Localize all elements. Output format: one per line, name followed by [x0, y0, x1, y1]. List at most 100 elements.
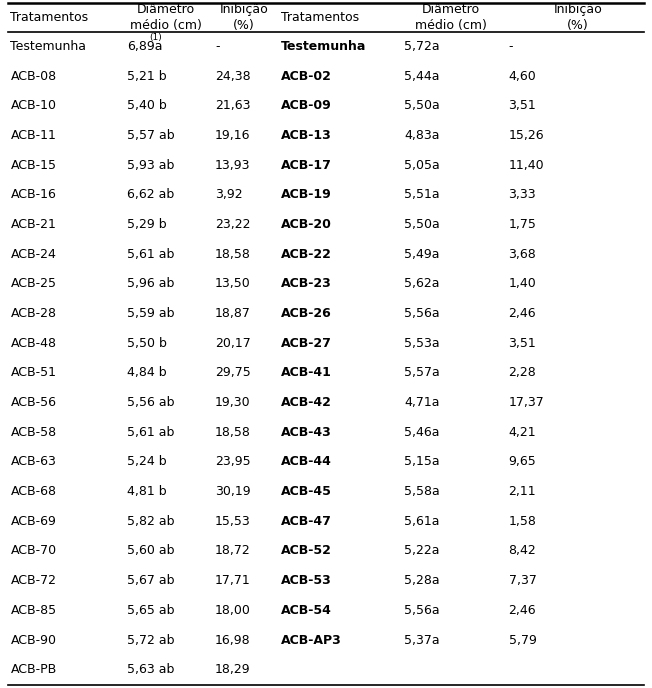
Text: 5,57 ab: 5,57 ab — [127, 129, 175, 142]
Text: ACB-15: ACB-15 — [10, 159, 57, 171]
Text: ACB-09: ACB-09 — [281, 99, 332, 112]
Text: Inibição
(%): Inibição (%) — [220, 3, 269, 32]
Text: 5,79: 5,79 — [509, 634, 537, 647]
Text: 5,59 ab: 5,59 ab — [127, 307, 175, 320]
Text: 20,17: 20,17 — [215, 336, 251, 350]
Text: ACB-43: ACB-43 — [281, 426, 332, 439]
Text: 6,89a: 6,89a — [127, 40, 162, 53]
Text: ACB-72: ACB-72 — [10, 574, 57, 587]
Text: 4,83a: 4,83a — [404, 129, 439, 142]
Text: 5,60 ab: 5,60 ab — [127, 544, 175, 557]
Text: ACB-27: ACB-27 — [281, 336, 332, 350]
Text: 5,63 ab: 5,63 ab — [127, 663, 175, 676]
Text: ACB-51: ACB-51 — [10, 367, 57, 379]
Text: 5,50a: 5,50a — [404, 99, 440, 112]
Text: 5,72a: 5,72a — [404, 40, 440, 53]
Text: 18,58: 18,58 — [215, 248, 251, 261]
Text: 5,53a: 5,53a — [404, 336, 440, 350]
Text: 5,44a: 5,44a — [404, 69, 439, 83]
Text: 3,68: 3,68 — [509, 248, 537, 261]
Text: 5,93 ab: 5,93 ab — [127, 159, 175, 171]
Text: ACB-53: ACB-53 — [281, 574, 332, 587]
Text: Testemunha: Testemunha — [281, 40, 366, 53]
Text: 5,96 ab: 5,96 ab — [127, 277, 175, 290]
Text: 5,82 ab: 5,82 ab — [127, 515, 175, 528]
Text: 17,71: 17,71 — [215, 574, 251, 587]
Text: 1,40: 1,40 — [509, 277, 537, 290]
Text: 5,40 b: 5,40 b — [127, 99, 167, 112]
Text: ACB-22: ACB-22 — [281, 248, 332, 261]
Text: ACB-20: ACB-20 — [281, 218, 332, 231]
Text: ACB-25: ACB-25 — [10, 277, 57, 290]
Text: 5,67 ab: 5,67 ab — [127, 574, 175, 587]
Text: ACB-AP3: ACB-AP3 — [281, 634, 342, 647]
Text: 5,46a: 5,46a — [404, 426, 439, 439]
Text: Tratamentos: Tratamentos — [10, 11, 89, 24]
Text: 23,95: 23,95 — [215, 455, 251, 469]
Text: ACB-28: ACB-28 — [10, 307, 57, 320]
Text: 13,50: 13,50 — [215, 277, 251, 290]
Text: 5,61 ab: 5,61 ab — [127, 426, 175, 439]
Text: 4,81 b: 4,81 b — [127, 485, 167, 498]
Text: 11,40: 11,40 — [509, 159, 544, 171]
Text: 24,38: 24,38 — [215, 69, 251, 83]
Text: 13,93: 13,93 — [215, 159, 250, 171]
Text: 5,56 ab: 5,56 ab — [127, 396, 175, 409]
Text: ACB-63: ACB-63 — [10, 455, 56, 469]
Text: 8,42: 8,42 — [509, 544, 537, 557]
Text: ACB-44: ACB-44 — [281, 455, 332, 469]
Text: 5,29 b: 5,29 b — [127, 218, 167, 231]
Text: 5,50a: 5,50a — [404, 218, 440, 231]
Text: 18,72: 18,72 — [215, 544, 251, 557]
Text: 5,50 b: 5,50 b — [127, 336, 167, 350]
Text: 5,24 b: 5,24 b — [127, 455, 167, 469]
Text: 18,00: 18,00 — [215, 604, 251, 617]
Text: 5,61a: 5,61a — [404, 515, 439, 528]
Text: Inibição
(%): Inibição (%) — [554, 3, 602, 32]
Text: ACB-26: ACB-26 — [281, 307, 332, 320]
Text: ACB-17: ACB-17 — [281, 159, 332, 171]
Text: 5,72 ab: 5,72 ab — [127, 634, 175, 647]
Text: 7,37: 7,37 — [509, 574, 537, 587]
Text: 6,62 ab: 6,62 ab — [127, 189, 174, 202]
Text: 3,51: 3,51 — [509, 336, 537, 350]
Text: 19,16: 19,16 — [215, 129, 250, 142]
Text: Tratamentos: Tratamentos — [281, 11, 359, 24]
Text: ACB-42: ACB-42 — [281, 396, 332, 409]
Text: 15,26: 15,26 — [509, 129, 544, 142]
Text: 5,05a: 5,05a — [404, 159, 440, 171]
Text: 1,75: 1,75 — [509, 218, 537, 231]
Text: 3,33: 3,33 — [509, 189, 536, 202]
Text: 2,46: 2,46 — [509, 307, 536, 320]
Text: ACB-47: ACB-47 — [281, 515, 332, 528]
Text: 5,56a: 5,56a — [404, 307, 440, 320]
Text: Testemunha: Testemunha — [10, 40, 87, 53]
Text: 18,58: 18,58 — [215, 426, 251, 439]
Text: ACB-24: ACB-24 — [10, 248, 56, 261]
Text: ACB-54: ACB-54 — [281, 604, 332, 617]
Text: -: - — [215, 40, 220, 53]
Text: ACB-23: ACB-23 — [281, 277, 332, 290]
Text: (1): (1) — [149, 33, 162, 42]
Text: 5,62a: 5,62a — [404, 277, 439, 290]
Text: -: - — [509, 40, 513, 53]
Text: ACB-19: ACB-19 — [281, 189, 332, 202]
Text: 15,53: 15,53 — [215, 515, 251, 528]
Text: 5,57a: 5,57a — [404, 367, 440, 379]
Text: 23,22: 23,22 — [215, 218, 250, 231]
Text: ACB-68: ACB-68 — [10, 485, 57, 498]
Text: ACB-90: ACB-90 — [10, 634, 57, 647]
Text: 29,75: 29,75 — [215, 367, 251, 379]
Text: ACB-PB: ACB-PB — [10, 663, 57, 676]
Text: Diâmetro
médio (cm): Diâmetro médio (cm) — [130, 3, 202, 32]
Text: ACB-21: ACB-21 — [10, 218, 56, 231]
Text: 5,21 b: 5,21 b — [127, 69, 167, 83]
Text: ACB-52: ACB-52 — [281, 544, 332, 557]
Text: 18,29: 18,29 — [215, 663, 251, 676]
Text: 4,21: 4,21 — [509, 426, 536, 439]
Text: ACB-58: ACB-58 — [10, 426, 57, 439]
Text: 30,19: 30,19 — [215, 485, 251, 498]
Text: 5,51a: 5,51a — [404, 189, 440, 202]
Text: 21,63: 21,63 — [215, 99, 250, 112]
Text: 4,60: 4,60 — [509, 69, 537, 83]
